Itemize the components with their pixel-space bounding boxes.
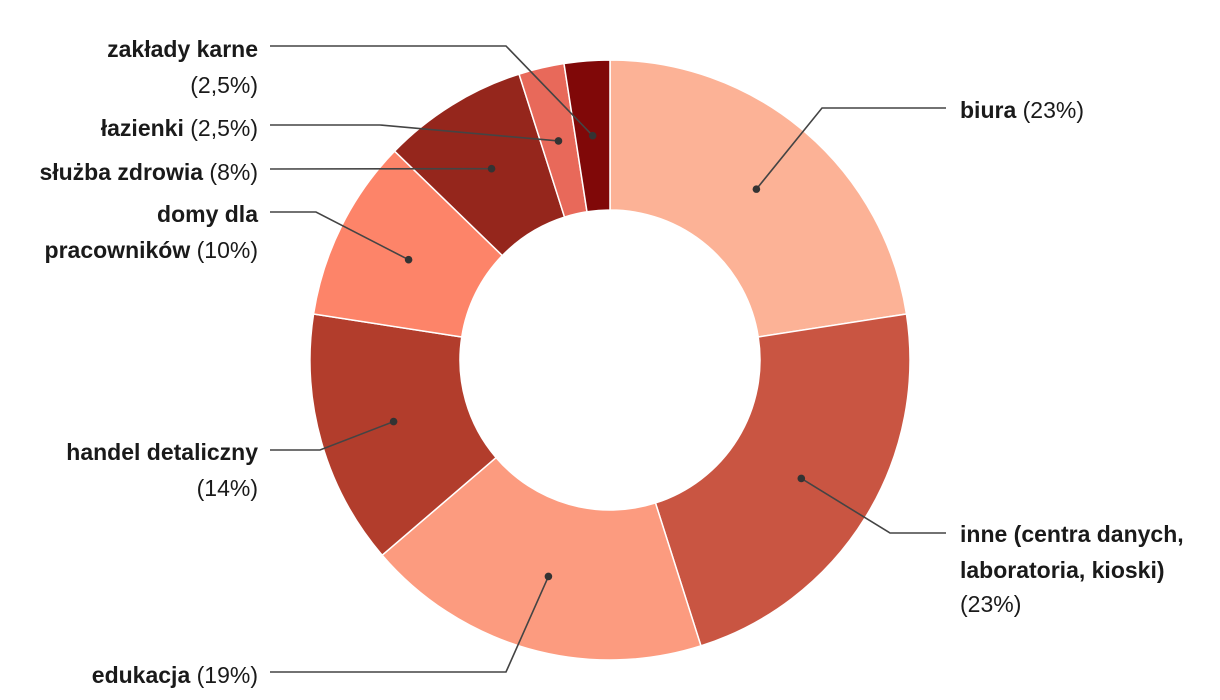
label-sluzba-zdrowia: służba zdrowia (8%) bbox=[39, 159, 258, 185]
leader-line-zaklady-karne bbox=[270, 45, 594, 137]
slice-name-label: handel detaliczny bbox=[66, 439, 258, 465]
slice-edukacja bbox=[381, 456, 702, 661]
slice-value-label: (19%) bbox=[190, 662, 258, 688]
label-domy-dla-pracownikow: domy dla pracowników (10%) bbox=[45, 201, 259, 263]
leader-lines bbox=[269, 45, 946, 673]
slice-biura bbox=[609, 59, 908, 338]
leader-dot-lazienki bbox=[554, 137, 563, 145]
leader-line-biura bbox=[755, 107, 946, 190]
leader-dot-zaklady-karne bbox=[588, 131, 597, 140]
label-lazienki: łazienki (2,5%) bbox=[101, 115, 258, 141]
slice-name-label: inne (centra danych, bbox=[960, 521, 1184, 547]
leader-dot-domy-dla-pracownikow bbox=[404, 255, 413, 264]
leader-dot-edukacja bbox=[544, 572, 553, 581]
slice-value-label: (8%) bbox=[203, 159, 258, 185]
leader-dot-sluzba-zdrowia bbox=[487, 164, 496, 173]
leader-line-edukacja bbox=[270, 576, 550, 673]
slice-value-label: (2,5%) bbox=[190, 72, 258, 98]
leader-line-handel-detaliczny bbox=[270, 420, 394, 451]
slice-name-label: pracowników (10%) bbox=[45, 237, 258, 263]
slice-handel-detaliczny bbox=[309, 313, 498, 557]
leader-line-domy-dla-pracownikow bbox=[270, 211, 409, 261]
slice-value-label: (2,5%) bbox=[184, 115, 258, 141]
slice-zaklady-karne bbox=[563, 59, 611, 213]
label-zaklady-karne: zakłady karne (2,5%) bbox=[107, 36, 258, 98]
slice-value-label: (10%) bbox=[190, 237, 258, 263]
slice-name-label: łazienki (2,5%) bbox=[101, 115, 258, 141]
slice-name-label: służba zdrowia (8%) bbox=[39, 159, 258, 185]
leader-dot-inne-centra-danych-laboratoria-kioski bbox=[797, 474, 806, 483]
slice-inne-centra-danych-laboratoria-kioski bbox=[654, 313, 911, 647]
label-edukacja: edukacja (19%) bbox=[92, 662, 258, 688]
slice-value-label: (23%) bbox=[960, 591, 1021, 617]
slice-value-label: (14%) bbox=[197, 475, 258, 501]
leader-line-inne-centra-danych-laboratoria-kioski bbox=[800, 477, 946, 534]
slice-name-label: edukacja (19%) bbox=[92, 662, 258, 688]
slice-name-label: domy dla bbox=[157, 201, 258, 227]
slice-name-label: zakłady karne bbox=[107, 36, 258, 62]
slice-labels: biura (23%) inne (centra danych, laborator… bbox=[39, 36, 1183, 688]
label-biura: biura (23%) bbox=[960, 97, 1084, 123]
leader-dot-handel-detaliczny bbox=[389, 417, 398, 426]
slices bbox=[309, 59, 911, 661]
leader-line-lazienki bbox=[270, 124, 559, 142]
slice-name-label: laboratoria, kioski) bbox=[960, 557, 1165, 583]
slice-value-label: (23%) bbox=[1016, 97, 1084, 123]
slice-name-label: biura (23%) bbox=[960, 97, 1084, 123]
leader-dot-biura bbox=[752, 185, 761, 193]
label-handel-detaliczny: handel detaliczny (14%) bbox=[66, 439, 258, 501]
label-inne-centra-danych-laboratoria-kioski: inne (centra danych, laboratoria, kioski)… bbox=[960, 521, 1184, 617]
